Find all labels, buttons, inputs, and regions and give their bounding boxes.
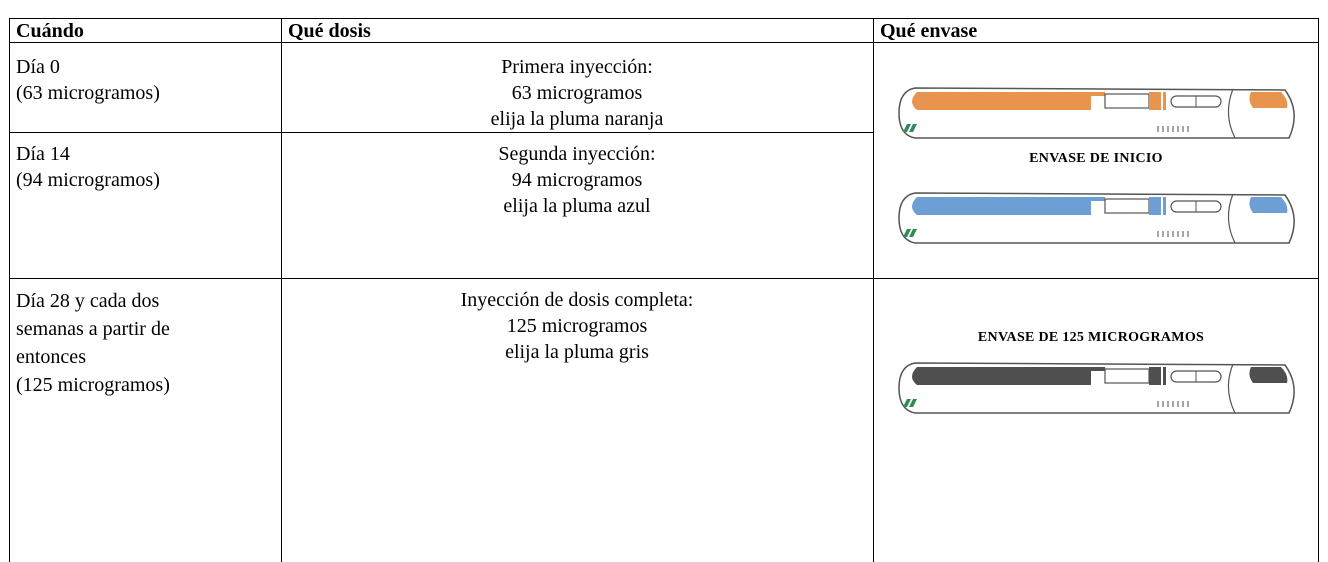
text-line: Día 14	[16, 143, 70, 165]
when-cell: Día 28 y cada dos semanas a partir de en…	[16, 287, 170, 399]
text-line: Inyección de dosis completa:	[460, 289, 694, 311]
header-cell: Cuándo	[16, 20, 84, 42]
dose-cell: Segunda inyección: 94 microgramos elija …	[282, 141, 872, 219]
text-line: Primera inyección:	[501, 56, 653, 78]
border	[873, 18, 874, 562]
text-line: 125 microgramos	[506, 315, 648, 337]
text-line: entonces	[16, 346, 86, 368]
text-line: (94 microgramos)	[16, 169, 160, 191]
dose-cell: Inyección de dosis completa: 125 microgr…	[282, 287, 872, 365]
border	[9, 278, 1319, 279]
package-label: ENVASE DE INICIO	[1029, 151, 1163, 166]
blue-pen-image	[893, 185, 1305, 251]
text-line: (125 microgramos)	[16, 374, 170, 396]
border	[9, 18, 10, 562]
text-line: (63 microgramos)	[16, 82, 160, 104]
text-line: elija la pluma naranja	[490, 108, 664, 130]
orange-pen-image	[893, 80, 1305, 146]
border	[9, 18, 1319, 19]
text-line: 63 microgramos	[511, 82, 643, 104]
text-line: elija la pluma gris	[505, 341, 649, 363]
border	[9, 42, 1319, 43]
when-cell: Día 0 (63 microgramos)	[16, 54, 160, 106]
border	[281, 18, 282, 562]
text-line: Segunda inyección:	[498, 143, 656, 165]
border	[9, 132, 874, 133]
text-line: Día 0	[16, 56, 60, 78]
text-line: semanas a partir de	[16, 318, 170, 340]
when-cell: Día 14 (94 microgramos)	[16, 141, 160, 193]
border	[1318, 18, 1319, 562]
package-label: ENVASE DE 125 MICROGRAMOS	[977, 330, 1205, 345]
gray-pen-image	[893, 355, 1305, 421]
header-cell: Qué dosis	[288, 20, 371, 42]
text-line: Día 28 y cada dos	[16, 290, 160, 312]
dose-cell: Primera inyección: 63 microgramos elija …	[282, 54, 872, 132]
header-cell: Qué envase	[880, 20, 978, 42]
text-line: elija la pluma azul	[503, 195, 651, 217]
text-line: 94 microgramos	[511, 169, 643, 191]
